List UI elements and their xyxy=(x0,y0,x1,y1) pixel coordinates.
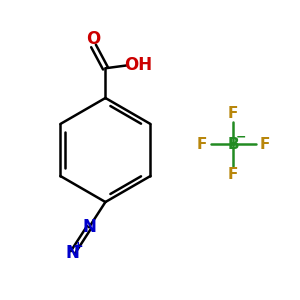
Text: OH: OH xyxy=(124,56,152,74)
Text: B: B xyxy=(227,136,239,152)
Text: F: F xyxy=(260,136,270,152)
Text: N: N xyxy=(66,244,80,262)
Text: −: − xyxy=(236,130,246,143)
Text: F: F xyxy=(228,167,238,182)
Text: F: F xyxy=(196,136,207,152)
Text: F: F xyxy=(228,106,238,121)
Text: N: N xyxy=(82,218,96,236)
Text: O: O xyxy=(86,29,101,47)
Text: +: + xyxy=(73,240,83,253)
